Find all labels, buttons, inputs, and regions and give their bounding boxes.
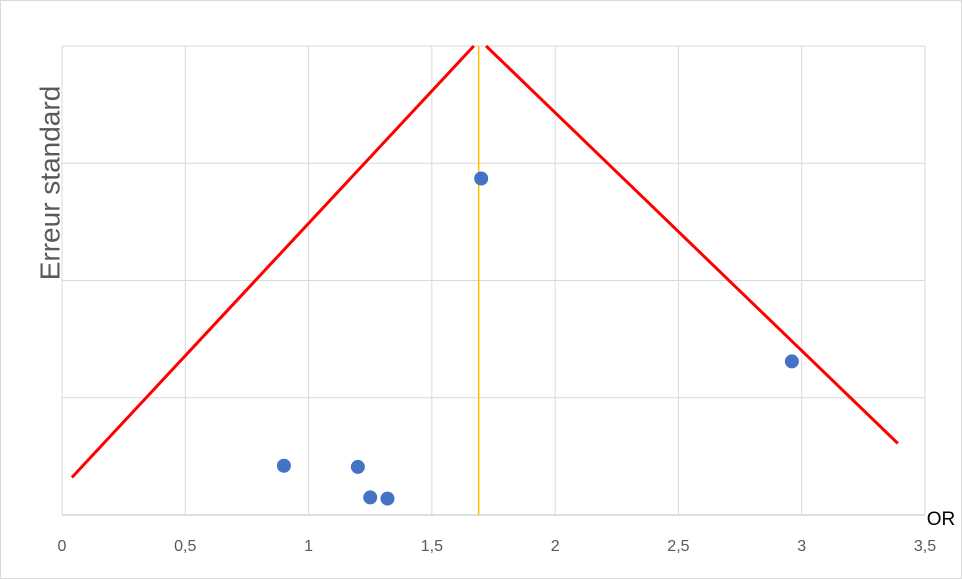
data-point	[276, 458, 291, 473]
data-point	[350, 459, 365, 474]
funnel-left-line	[70, 44, 475, 479]
funnel-right-line	[485, 44, 899, 445]
data-points	[276, 171, 799, 506]
grid-lines	[61, 45, 926, 516]
x-tick-label: 0	[58, 538, 67, 555]
x-axis-label: OR	[927, 509, 956, 530]
data-point	[474, 171, 489, 186]
x-tick-label: 3	[797, 538, 806, 555]
x-tick-label: 1	[304, 538, 313, 555]
data-point	[363, 490, 378, 505]
data-point	[380, 491, 395, 506]
data-point	[784, 354, 799, 369]
x-tick-label: 1,5	[421, 538, 443, 555]
x-tick-label: 2,5	[667, 538, 689, 555]
x-tick-label: 2	[551, 538, 560, 555]
x-tick-label: 3,5	[914, 538, 936, 555]
funnel-lines	[70, 44, 899, 515]
x-tick-label: 0,5	[174, 538, 196, 555]
x-tick-labels: 0 0,5 1 1,5 2 2,5 3 3,5	[58, 538, 937, 555]
y-axis-label: Erreur standard	[34, 86, 65, 281]
